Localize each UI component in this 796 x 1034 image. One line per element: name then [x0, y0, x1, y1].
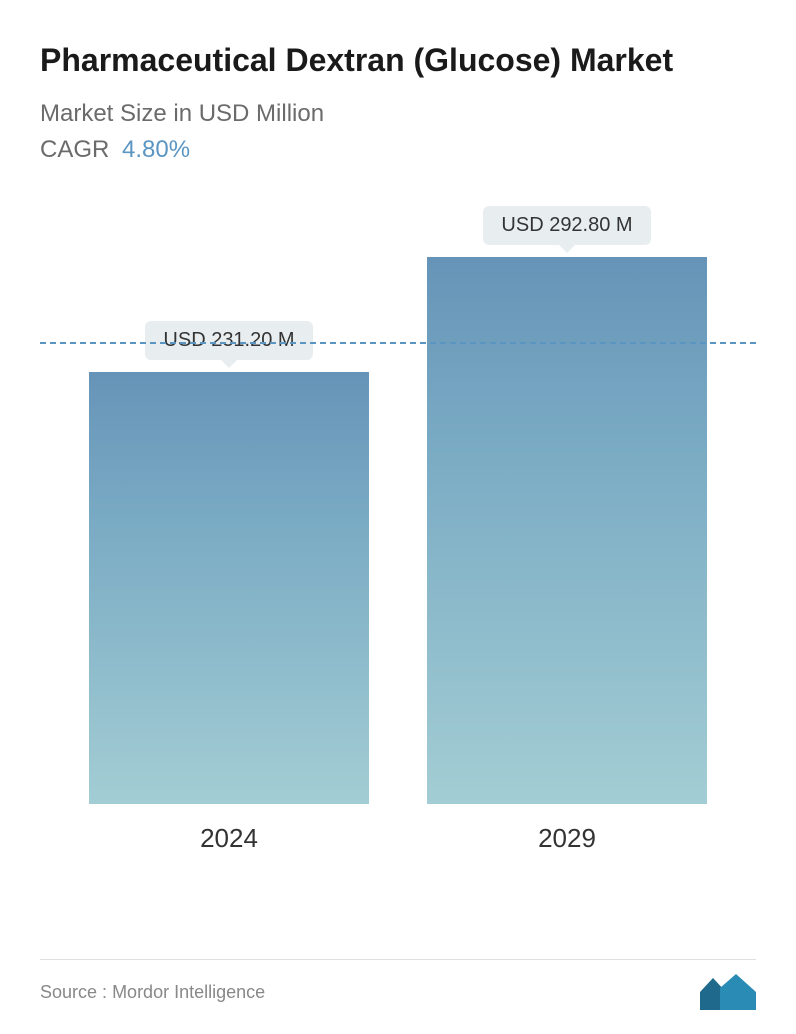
source-name: Mordor Intelligence — [112, 982, 265, 1002]
reference-line — [40, 342, 756, 344]
footer: Source : Mordor Intelligence — [40, 959, 756, 1010]
bar-2029 — [427, 257, 707, 804]
x-label-2024: 2024 — [89, 823, 369, 854]
mordor-logo-icon — [700, 974, 756, 1010]
bar-group-2024: USD 231.20 M — [89, 321, 369, 804]
bar-2024 — [89, 372, 369, 804]
value-badge-2029: USD 292.80 M — [483, 206, 650, 245]
source-text: Source : Mordor Intelligence — [40, 982, 265, 1003]
cagr-row: CAGR 4.80% — [40, 136, 756, 164]
cagr-value: 4.80% — [122, 136, 190, 163]
x-label-2029: 2029 — [427, 823, 707, 854]
cagr-label: CAGR — [40, 136, 109, 163]
source-label: Source : — [40, 982, 107, 1002]
chart-title: Pharmaceutical Dextran (Glucose) Market — [40, 40, 756, 82]
bar-group-2029: USD 292.80 M — [427, 206, 707, 804]
x-axis-labels: 2024 2029 — [40, 823, 756, 854]
value-badge-2024: USD 231.20 M — [145, 321, 312, 360]
chart-subtitle: Market Size in USD Million — [40, 100, 756, 128]
bars-container: USD 231.20 M USD 292.80 M — [40, 244, 756, 804]
chart-area: USD 231.20 M USD 292.80 M 2024 2029 — [40, 214, 756, 854]
